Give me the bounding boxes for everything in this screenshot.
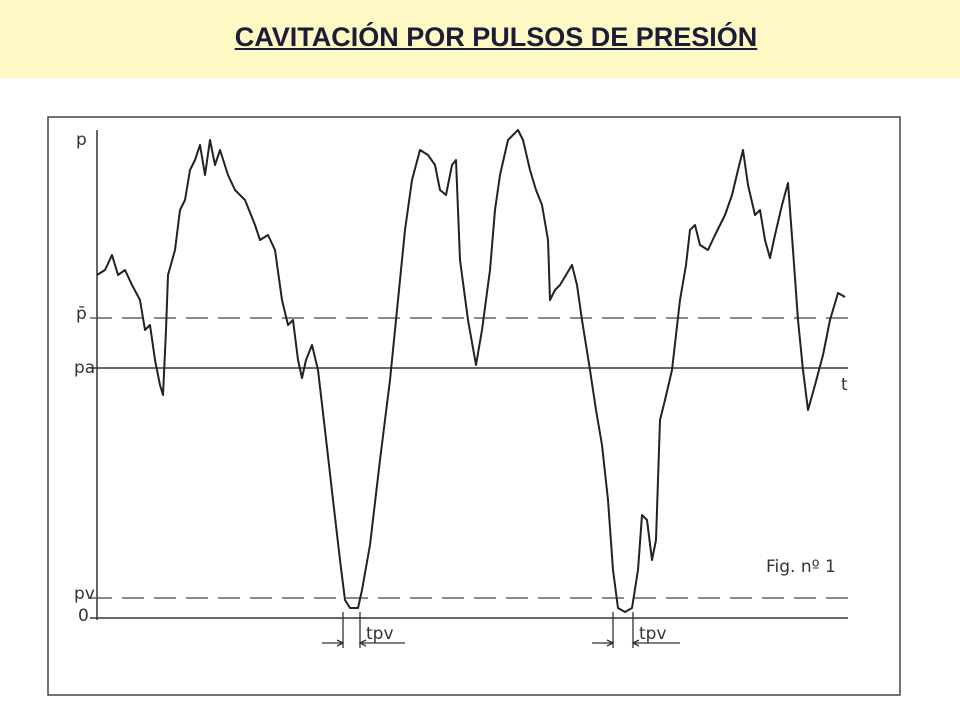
slide-title: CAVITACIÓN POR PULSOS DE PRESIÓN bbox=[234, 22, 758, 52]
tpv-marker bbox=[322, 612, 405, 648]
pressure-trace bbox=[96, 129, 846, 613]
axis-label: pv bbox=[74, 584, 95, 604]
tpv-marker bbox=[592, 612, 680, 648]
axis-label: p bbox=[76, 130, 87, 150]
axis-label: 0 bbox=[78, 606, 89, 626]
figure-frame bbox=[47, 116, 901, 696]
interval-label: tpv bbox=[639, 624, 667, 644]
figure-caption: Fig. nº 1 bbox=[766, 557, 836, 577]
title-bar: CAVITACIÓN POR PULSOS DE PRESIÓN bbox=[0, 0, 960, 78]
axis-label: t bbox=[841, 375, 848, 395]
axis-label: pa bbox=[74, 358, 95, 378]
axis-label: p̄ bbox=[76, 304, 87, 324]
interval-label: tpv bbox=[366, 624, 394, 644]
